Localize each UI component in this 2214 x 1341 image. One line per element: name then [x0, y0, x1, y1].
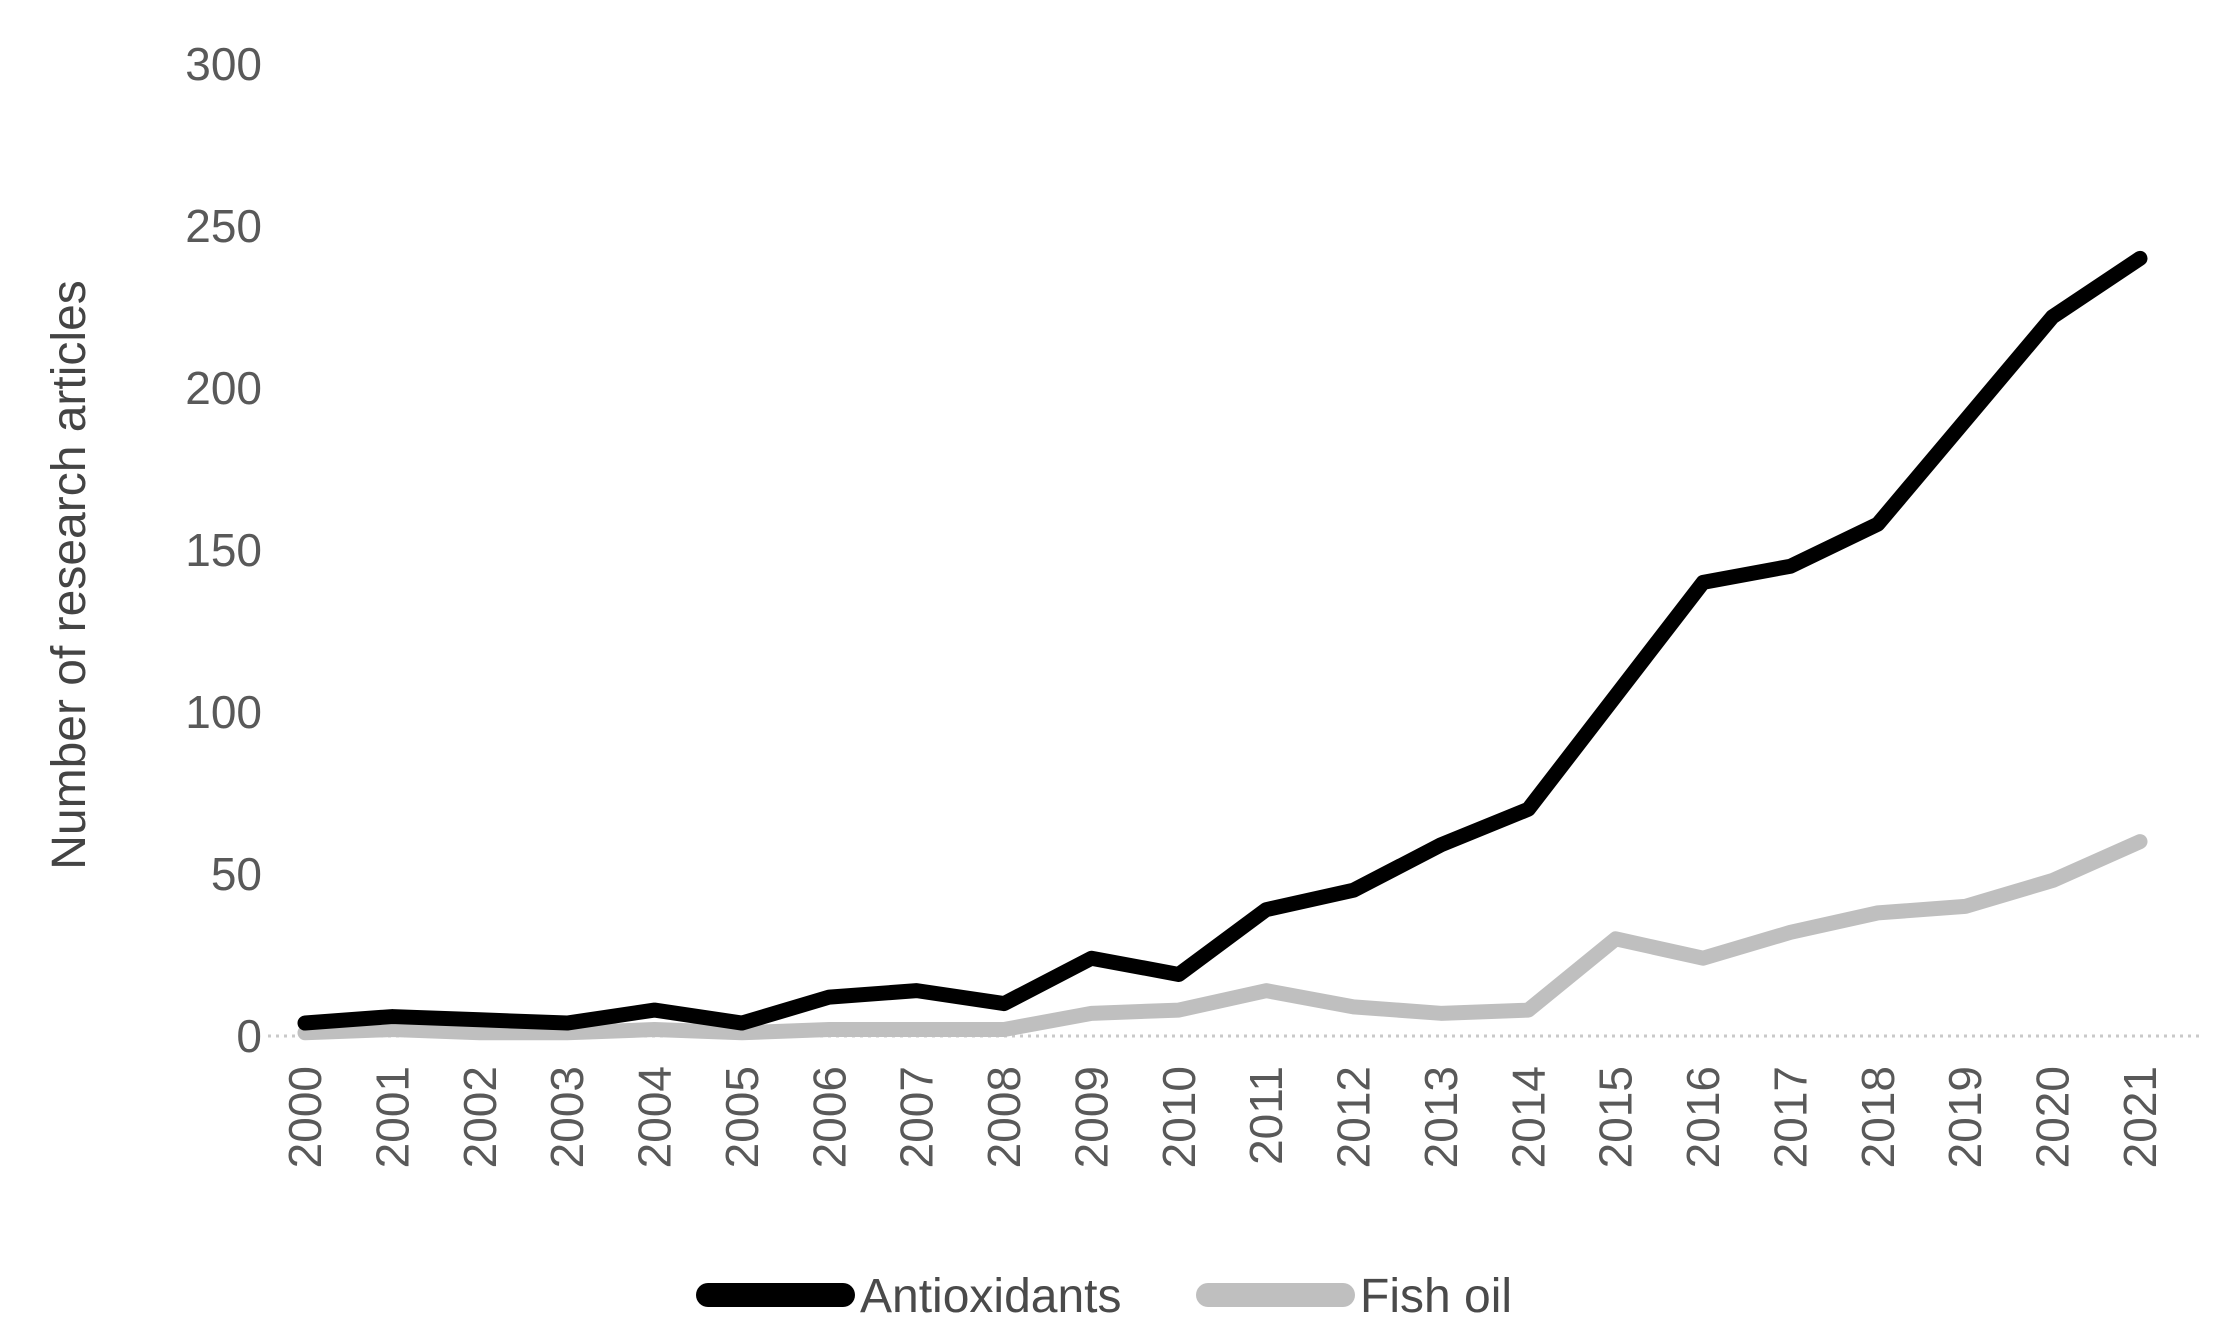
x-tick-label-2008: 2008 — [978, 1066, 1030, 1168]
legend-item-antioxidants: Antioxidants — [696, 1270, 1122, 1323]
y-tick-label-150: 150 — [185, 524, 262, 576]
x-tick-label-2004: 2004 — [629, 1066, 681, 1168]
y-axis-tick-labels: 0 50 100 150 200 250 300 — [185, 38, 262, 1062]
x-tick-label-2021: 2021 — [2114, 1066, 2166, 1168]
x-tick-label-2012: 2012 — [1328, 1066, 1380, 1168]
x-axis-tick-labels: 2000 2001 2002 2003 2004 2005 2006 2007 2008 2009… — [279, 1066, 2166, 1168]
y-tick-label-50: 50 — [211, 848, 262, 900]
x-tick-label-2006: 2006 — [803, 1066, 855, 1168]
x-tick-label-2010: 2010 — [1153, 1066, 1205, 1168]
x-tick-label-2007: 2007 — [891, 1066, 943, 1168]
x-tick-label-2003: 2003 — [541, 1066, 593, 1168]
x-tick-label-2020: 2020 — [2027, 1066, 2079, 1168]
x-tick-label-2009: 2009 — [1065, 1066, 1117, 1168]
y-axis-title: Number of research articles — [43, 280, 96, 870]
x-tick-label-2018: 2018 — [1852, 1066, 1904, 1168]
series-line-antioxidants — [297, 250, 2148, 1031]
x-tick-label-2017: 2017 — [1764, 1066, 1816, 1168]
x-tick-label-2019: 2019 — [1939, 1066, 1991, 1168]
y-tick-label-0: 0 — [236, 1010, 262, 1062]
series-line-fish-oil — [297, 834, 2148, 1041]
y-tick-label-100: 100 — [185, 686, 262, 738]
x-tick-label-2005: 2005 — [716, 1066, 768, 1168]
legend-label-antioxidants: Antioxidants — [860, 1270, 1122, 1323]
y-tick-label-200: 200 — [185, 362, 262, 414]
x-tick-label-2014: 2014 — [1502, 1066, 1554, 1168]
x-tick-label-2016: 2016 — [1677, 1066, 1729, 1168]
legend-label-fish-oil: Fish oil — [1360, 1270, 1512, 1323]
x-tick-label-2001: 2001 — [366, 1066, 418, 1168]
legend: Antioxidants Fish oil — [696, 1270, 1512, 1323]
legend-item-fish-oil: Fish oil — [1196, 1270, 1512, 1323]
x-tick-label-2015: 2015 — [1590, 1066, 1642, 1168]
x-tick-label-2000: 2000 — [279, 1066, 331, 1168]
x-tick-label-2013: 2013 — [1415, 1066, 1467, 1168]
y-tick-label-250: 250 — [185, 200, 262, 252]
plot-series — [297, 250, 2148, 1041]
x-tick-label-2002: 2002 — [454, 1066, 506, 1168]
x-tick-label-2011: 2011 — [1240, 1066, 1292, 1165]
y-tick-label-300: 300 — [185, 38, 262, 90]
